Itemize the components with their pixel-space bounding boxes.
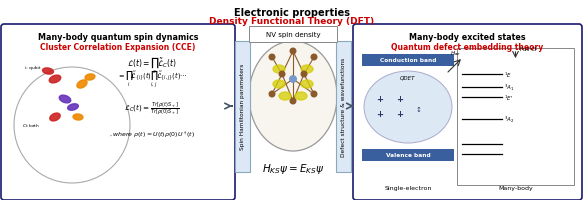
Circle shape [290, 76, 296, 83]
FancyBboxPatch shape [457, 49, 574, 185]
Text: $\mathcal{L}(t) = \prod_c \tilde{\mathcal{L}}_C(t)$: $\mathcal{L}(t) = \prod_c \tilde{\mathca… [127, 55, 177, 76]
FancyBboxPatch shape [1, 25, 235, 200]
Ellipse shape [85, 75, 95, 81]
Circle shape [279, 72, 285, 77]
FancyBboxPatch shape [335, 41, 350, 172]
Ellipse shape [295, 93, 307, 100]
Text: $H_{KS}\psi = E_{KS}\psi$: $H_{KS}\psi = E_{KS}\psi$ [262, 161, 324, 175]
Text: Quantum defect embedding theory: Quantum defect embedding theory [391, 43, 543, 52]
Text: Cluster Correlation Expansion (CCE): Cluster Correlation Expansion (CCE) [40, 43, 196, 52]
Text: $C_k$ bath: $C_k$ bath [22, 122, 40, 129]
Ellipse shape [279, 93, 291, 100]
Text: Many-body quantum spin dynamics: Many-body quantum spin dynamics [38, 33, 198, 42]
Text: $H_{ae}$: $H_{ae}$ [450, 49, 461, 58]
Ellipse shape [43, 69, 54, 75]
Text: i: qubit: i: qubit [25, 66, 40, 70]
Circle shape [269, 92, 275, 97]
Text: $= \prod_i \tilde{\mathcal{L}}_{\{i\}}(t)\prod_{i,j} \tilde{\mathcal{L}}_{\{i,j\: $= \prod_i \tilde{\mathcal{L}}_{\{i\}}(t… [117, 70, 187, 90]
Text: $^3A_1$: $^3A_1$ [504, 82, 515, 93]
Text: ↕: ↕ [416, 106, 422, 112]
Circle shape [311, 55, 317, 60]
FancyBboxPatch shape [234, 41, 250, 172]
Text: +: + [396, 110, 403, 119]
FancyBboxPatch shape [249, 27, 337, 43]
Circle shape [14, 68, 130, 183]
Text: +: + [396, 95, 403, 104]
Text: Valence band: Valence band [385, 153, 430, 158]
Ellipse shape [73, 114, 83, 120]
Text: +: + [377, 110, 384, 119]
Text: Electronic properties: Electronic properties [234, 8, 349, 18]
Text: Defect structure & wavefunctions: Defect structure & wavefunctions [340, 57, 346, 156]
Circle shape [290, 49, 296, 55]
Text: Density Functional Theory (DFT): Density Functional Theory (DFT) [209, 17, 374, 26]
Text: Single-electron: Single-electron [384, 185, 431, 190]
Ellipse shape [301, 81, 313, 89]
Ellipse shape [77, 81, 87, 89]
Text: Many-body: Many-body [498, 185, 533, 190]
Circle shape [269, 55, 275, 60]
FancyBboxPatch shape [362, 55, 454, 67]
Circle shape [290, 99, 296, 104]
Text: $^1E$': $^1E$' [504, 93, 513, 102]
Text: Many-body excited states: Many-body excited states [409, 33, 526, 42]
Text: $, where\ \rho(t) = U(t)\rho(0)U^\dagger(t)$: $, where\ \rho(t) = U(t)\rho(0)U^\dagger… [109, 129, 195, 140]
Text: $\mathcal{L}_C(t) = \frac{Tr[\rho(t)S_+]}{Tr[\rho(0)S_+]}$: $\mathcal{L}_C(t) = \frac{Tr[\rho(t)S_+]… [124, 100, 180, 115]
Ellipse shape [249, 42, 337, 151]
Circle shape [301, 72, 307, 77]
Text: +: + [377, 95, 384, 104]
Ellipse shape [49, 76, 61, 83]
Text: Full CI: Full CI [521, 47, 537, 52]
Ellipse shape [273, 66, 285, 74]
Ellipse shape [50, 113, 60, 121]
Ellipse shape [273, 81, 285, 89]
Circle shape [290, 77, 296, 82]
Ellipse shape [364, 72, 452, 143]
Ellipse shape [59, 96, 71, 103]
Ellipse shape [301, 66, 313, 74]
Text: NV spin density: NV spin density [266, 32, 320, 38]
Text: Conduction band: Conduction band [380, 58, 436, 63]
Text: $^1E$: $^1E$ [504, 70, 512, 79]
Text: QDET: QDET [401, 76, 416, 81]
Ellipse shape [68, 104, 78, 111]
Circle shape [311, 92, 317, 97]
FancyBboxPatch shape [362, 149, 454, 161]
FancyBboxPatch shape [353, 25, 582, 200]
Text: $^3A_2$: $^3A_2$ [504, 114, 514, 124]
Text: Spin Hamiltonian parameters: Spin Hamiltonian parameters [240, 63, 244, 149]
